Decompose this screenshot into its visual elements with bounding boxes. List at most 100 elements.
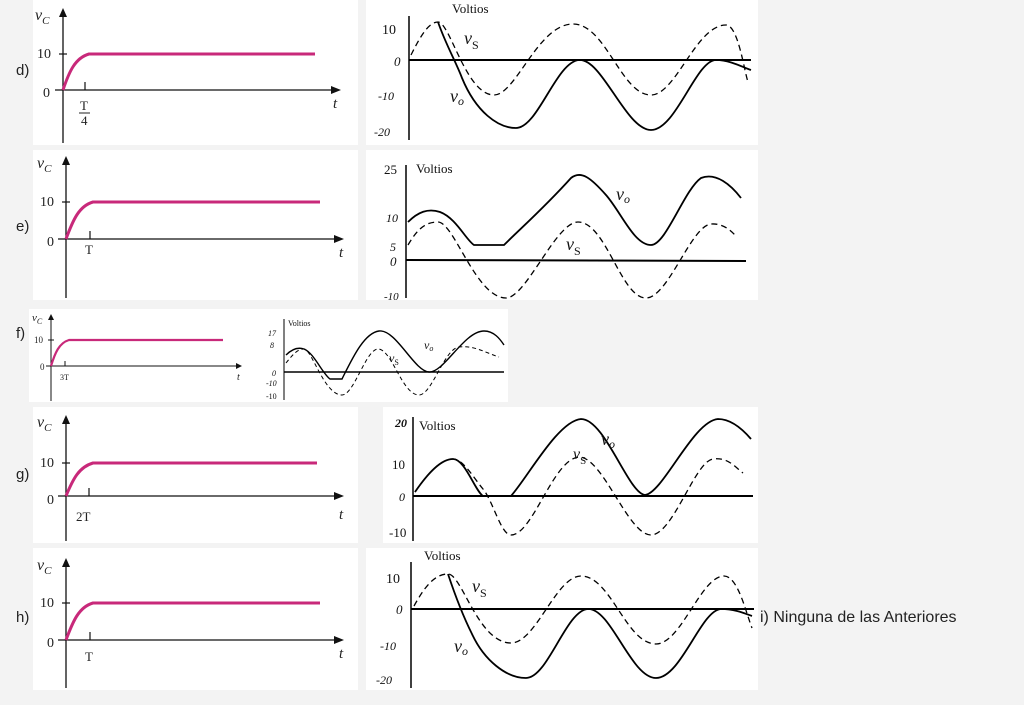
option-i-none-of-the-above[interactable]: i) Ninguna de las Anteriores — [760, 609, 957, 626]
vc-x-arrow-icon — [334, 492, 344, 500]
vc-axis-label: vC — [37, 557, 52, 577]
vc-t-label: t — [339, 646, 344, 662]
wave-y-zero-label: 0 — [396, 602, 403, 617]
vo-solid-wave — [447, 573, 753, 679]
option-f-letter[interactable]: f) — [16, 325, 26, 342]
vc-y-arrow-icon — [62, 415, 70, 424]
vc-axis-label: vC — [32, 312, 43, 326]
option-e-letter[interactable]: e) — [16, 218, 30, 235]
wave-y-low-label: 5 — [390, 240, 396, 254]
vc-origin-label: 0 — [47, 493, 54, 508]
wave-y-mid-label: 8 — [270, 341, 274, 350]
wave-y-zero-label: 0 — [394, 54, 401, 69]
vc-axis-label: vC — [37, 414, 52, 434]
vc-x-arrow-icon — [334, 235, 344, 243]
vc-tick-denominator: 4 — [81, 113, 88, 128]
voltios-label: Voltios — [288, 319, 311, 328]
vc-origin-label: 0 — [40, 362, 45, 372]
option-g-vc-chart: vC 10 0 2T t — [33, 407, 358, 543]
vc-x-arrow-icon — [236, 363, 242, 369]
vc-origin-label: 0 — [47, 235, 54, 250]
vs-dashed-wave — [413, 573, 753, 645]
vc-curve — [49, 338, 223, 367]
wave-y-top-label: 17 — [268, 329, 277, 338]
vo-label: vo — [450, 86, 464, 108]
wave-y-top-label: 10 — [382, 23, 396, 38]
vc-x-arrow-icon — [334, 636, 344, 644]
vs-label: vS — [472, 576, 487, 600]
vo-label: vo — [601, 429, 615, 451]
wave-y-zero-label: 0 — [272, 369, 276, 378]
vc-axis-label: vC — [37, 155, 52, 175]
wave-y-top-label: 10 — [386, 572, 400, 587]
option-h-vc-chart: vC 10 0 T t — [33, 548, 358, 690]
vc-tick-label: 3T — [60, 373, 69, 382]
vs-label: vS — [573, 446, 586, 467]
vs-label: vS — [464, 28, 479, 52]
vc-tick-label: 2T — [76, 509, 91, 524]
vo-solid-wave — [414, 418, 752, 497]
vc-curve — [64, 461, 317, 497]
vc-curve — [64, 601, 320, 641]
voltios-label: Voltios — [419, 418, 456, 433]
wave-x-axis — [405, 259, 747, 262]
wave-y-top-label: 25 — [384, 162, 397, 177]
wave-y-mid-label: 10 — [386, 211, 398, 225]
option-e-wave-chart: Voltios 25 10 5 0 -10 vS vo — [366, 150, 758, 300]
option-d-letter[interactable]: d) — [16, 62, 30, 79]
vc-y-arrow-icon — [62, 558, 70, 567]
vo-solid-wave — [437, 21, 752, 131]
option-f-vc-chart: vC 10 0 3T t — [29, 309, 254, 402]
vc-tick-label: T — [85, 649, 93, 664]
vc-y-arrow-icon — [59, 8, 67, 17]
vc-level-label: 10 — [34, 335, 44, 345]
vo-solid-wave — [407, 173, 742, 246]
vo-label: vo — [424, 338, 433, 353]
vc-origin-label: 0 — [47, 636, 54, 651]
vc-x-arrow-icon — [331, 86, 341, 94]
vc-curve — [61, 52, 315, 91]
wave-y-neg1-label: -10 — [380, 639, 396, 653]
vc-t-label: t — [333, 96, 338, 112]
wave-y-zero-label: 0 — [390, 254, 397, 269]
wave-y-bottom-label: -10 — [266, 392, 277, 401]
vo-label: vo — [616, 184, 630, 206]
vc-level-label: 10 — [40, 596, 54, 611]
vo-label: vo — [454, 636, 468, 658]
vc-y-arrow-icon — [62, 156, 70, 165]
option-d-wave-chart: Voltios 10 0 -10 -20 vS vo — [366, 0, 758, 145]
wave-y-mid-label: 10 — [392, 457, 405, 472]
vo-solid-wave — [285, 330, 505, 380]
voltios-label: Voltios — [416, 161, 453, 176]
vs-dashed-wave — [410, 21, 749, 96]
vc-curve — [64, 200, 320, 240]
voltios-label: Voltios — [452, 1, 489, 16]
wave-y-neg-label: -10 — [389, 525, 406, 540]
option-f-wave-chart: Voltios 17 8 0 -10 -10 vS vo — [254, 309, 508, 402]
vc-t-label: t — [237, 372, 240, 383]
vc-y-arrow-icon — [48, 314, 54, 320]
wave-y-neg-label: -10 — [266, 379, 277, 388]
option-h-letter[interactable]: h) — [16, 609, 30, 626]
option-h-wave-chart: Voltios 10 0 -10 -20 vS vo — [366, 548, 758, 690]
vc-t-label: t — [339, 245, 344, 261]
option-g-wave-chart: Voltios 20 10 0 -10 vS vo — [383, 407, 758, 543]
vc-tick-numerator: T — [80, 98, 88, 113]
voltios-label: Voltios — [424, 548, 461, 563]
option-e-vc-chart: vC 10 0 T t — [33, 150, 358, 300]
vc-origin-label: 0 — [43, 86, 50, 101]
vc-tick-label: T — [85, 242, 93, 257]
wave-y-neg-label: -10 — [384, 291, 399, 300]
vc-level-label: 10 — [37, 47, 51, 62]
wave-y-top-label: 20 — [394, 416, 407, 430]
option-g-letter[interactable]: g) — [16, 466, 30, 483]
vs-label: vS — [566, 234, 581, 258]
vc-t-label: t — [339, 507, 344, 523]
wave-y-neg2-label: -20 — [374, 125, 390, 139]
vs-label: vS — [389, 351, 399, 367]
vc-level-label: 10 — [40, 195, 54, 210]
wave-y-neg2-label: -20 — [376, 673, 392, 687]
wave-y-neg1-label: -10 — [378, 89, 394, 103]
vs-dashed-wave — [407, 221, 737, 299]
vc-axis-label: vC — [35, 7, 50, 27]
